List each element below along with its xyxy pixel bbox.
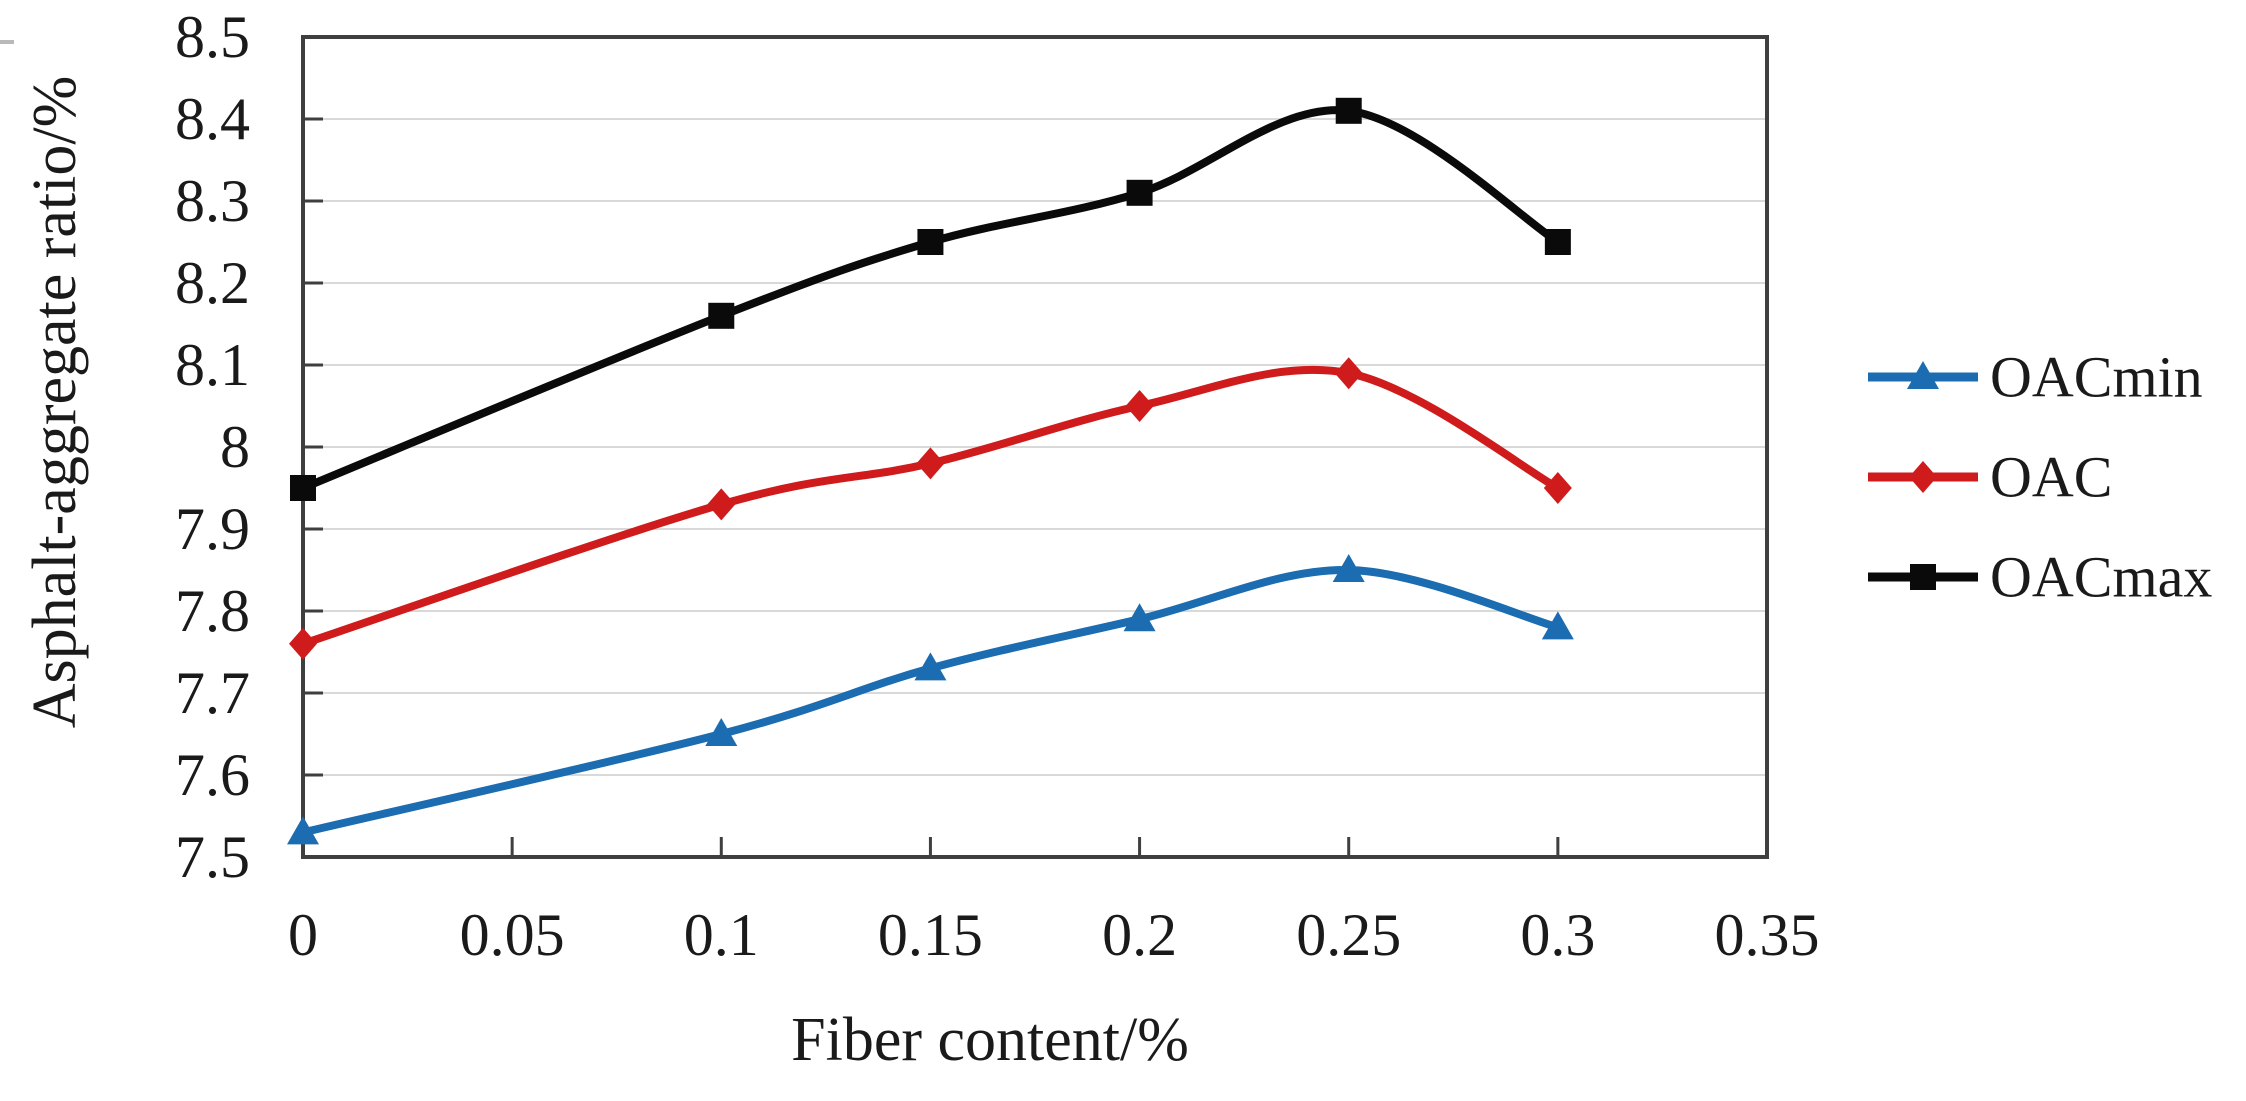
y-tick-label: 8.5 xyxy=(175,4,250,70)
diamond-marker-icon xyxy=(707,488,736,521)
axis-ticks-group xyxy=(301,35,1769,859)
legend-label-oacmax: OACmax xyxy=(1990,545,2212,610)
x-tick-label: 0.35 xyxy=(1715,902,1820,968)
y-tick-label: 7.7 xyxy=(175,660,250,726)
triangle-marker-icon xyxy=(705,718,738,746)
legend-label-oacmin: OACmin xyxy=(1990,345,2203,410)
y-tick-label: 8.3 xyxy=(175,168,250,234)
triangle-marker-icon xyxy=(1907,361,1939,389)
x-tick-label: 0.05 xyxy=(460,902,565,968)
square-marker-icon xyxy=(1126,179,1153,206)
y-tick-labels-group: 8.5 8.4 8.3 8.2 8.1 8 7.9 7.8 7.7 7.6 7.5 xyxy=(175,4,250,890)
square-marker-icon xyxy=(917,229,944,255)
diamond-marker-icon xyxy=(1909,461,1937,493)
x-tick-label: 0.1 xyxy=(684,902,759,968)
x-tick-label: 0.3 xyxy=(1520,902,1595,968)
series-line xyxy=(299,365,1562,648)
diamond-marker-icon xyxy=(1125,390,1154,422)
triangle-marker-icon xyxy=(287,816,319,845)
triangle-marker-icon xyxy=(1123,603,1156,632)
diamond-marker-icon xyxy=(916,447,945,480)
x-tick-label: 0.2 xyxy=(1102,902,1177,968)
x-axis-title: Fiber content/% xyxy=(791,1006,1189,1074)
x-tick-label: 0.15 xyxy=(878,902,983,968)
square-marker-icon xyxy=(1335,97,1362,124)
y-axis-title: Asphalt-aggregate ratio/% xyxy=(21,76,89,728)
square-marker-icon xyxy=(1910,564,1936,590)
diamond-marker-icon xyxy=(289,627,317,660)
square-marker-icon xyxy=(1544,229,1571,255)
y-tick-label: 8.1 xyxy=(175,332,250,398)
y-tick-label: 8.2 xyxy=(175,250,250,316)
legend-item-oacmax: OACmax xyxy=(1868,545,2212,610)
y-tick-label: 8.4 xyxy=(175,86,250,152)
y-tick-label: 7.9 xyxy=(175,496,250,562)
scan-artifact xyxy=(0,40,14,44)
y-tick-label: 7.5 xyxy=(175,824,250,890)
series-oacmax xyxy=(290,97,1571,501)
square-marker-icon xyxy=(708,302,735,329)
triangle-marker-icon xyxy=(1541,611,1574,640)
series-oacmin xyxy=(287,554,1574,845)
x-tick-label: 0.25 xyxy=(1296,902,1401,968)
series-oac xyxy=(289,357,1572,660)
legend: OACmin OAC OACmax xyxy=(1868,345,2212,610)
series-group xyxy=(287,97,1574,845)
legend-item-oac: OAC xyxy=(1868,445,2112,510)
series-line xyxy=(299,106,1562,492)
series-line xyxy=(299,565,1562,837)
gridlines-group xyxy=(303,118,1767,776)
triangle-marker-icon xyxy=(914,652,947,681)
y-tick-label: 8 xyxy=(220,414,250,480)
y-tick-label: 7.6 xyxy=(175,742,250,808)
diamond-marker-icon xyxy=(1334,357,1363,390)
x-tick-labels-group: 0 0.05 0.1 0.15 0.2 0.25 0.3 0.35 xyxy=(288,902,1820,968)
square-marker-icon xyxy=(290,475,316,501)
diamond-marker-icon xyxy=(1543,472,1572,504)
legend-label-oac: OAC xyxy=(1990,445,2112,510)
y-tick-label: 7.8 xyxy=(175,578,250,644)
legend-item-oacmin: OACmin xyxy=(1868,345,2203,410)
x-tick-label: 0 xyxy=(288,902,318,968)
triangle-marker-icon xyxy=(1332,554,1365,582)
